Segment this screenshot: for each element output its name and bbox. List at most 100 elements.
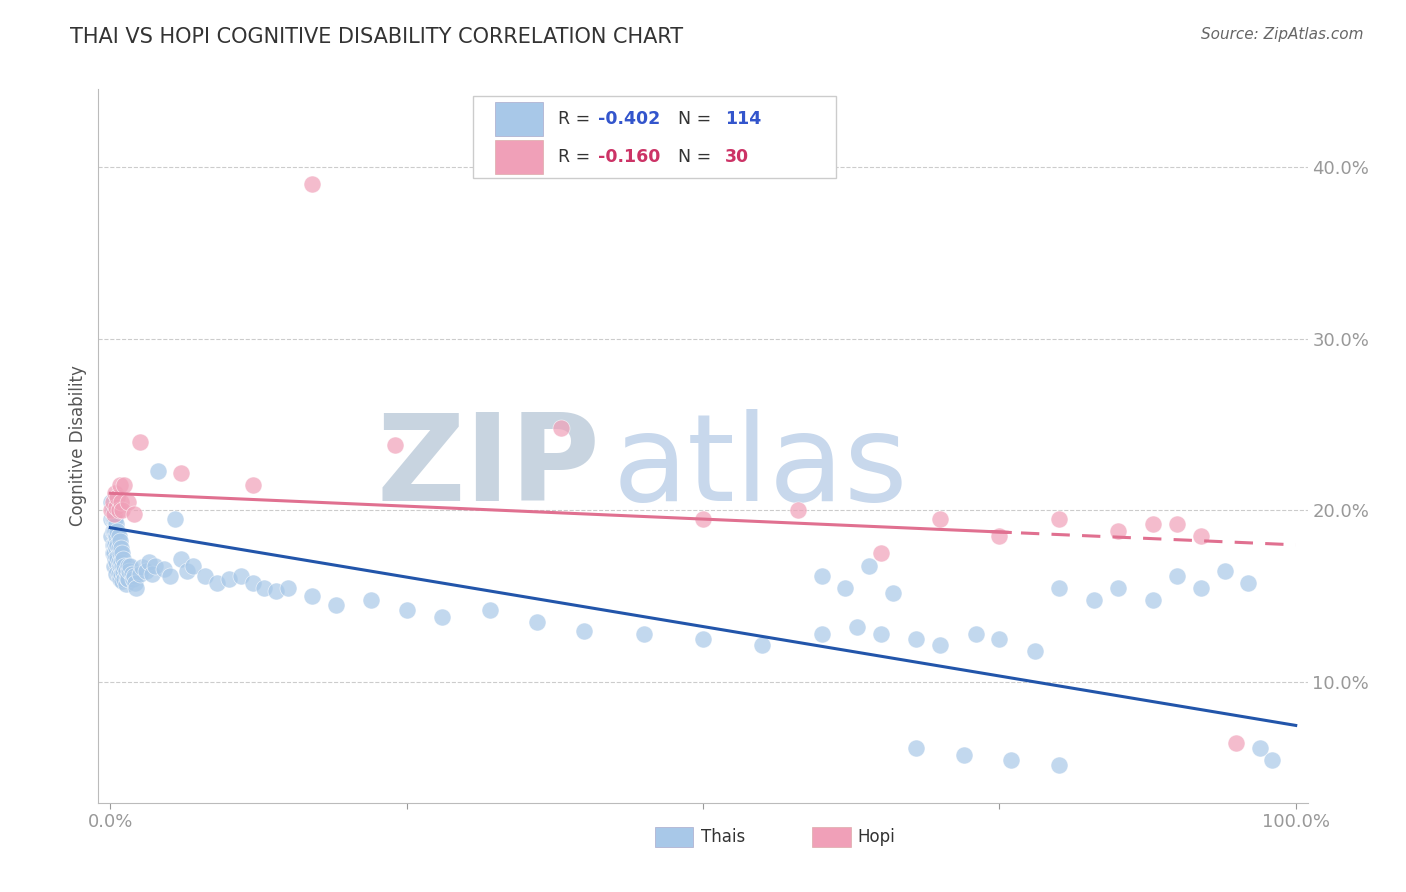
- Thais: [846, 620, 869, 634]
- Thais: [325, 598, 347, 612]
- Thais: [194, 569, 217, 583]
- Thais: [105, 549, 128, 564]
- Thais: [107, 541, 129, 556]
- Thais: [574, 624, 596, 638]
- Thais: [858, 558, 880, 573]
- Thais: [929, 638, 952, 652]
- Thais: [152, 562, 174, 576]
- Hopi: [111, 503, 134, 517]
- Thais: [111, 546, 134, 560]
- Thais: [103, 503, 125, 517]
- Thais: [1249, 740, 1271, 755]
- Thais: [110, 555, 132, 569]
- Thais: [965, 627, 987, 641]
- Thais: [107, 555, 129, 569]
- Thais: [1166, 569, 1188, 583]
- Thais: [205, 575, 228, 590]
- Hopi: [107, 503, 129, 517]
- Text: Thais: Thais: [700, 828, 745, 846]
- Thais: [478, 603, 501, 617]
- Hopi: [104, 486, 127, 500]
- Thais: [834, 581, 856, 595]
- Thais: [360, 593, 382, 607]
- Thais: [112, 551, 135, 566]
- Hopi: [122, 507, 145, 521]
- Text: Hopi: Hopi: [858, 828, 896, 846]
- Thais: [105, 567, 128, 582]
- Thais: [117, 558, 139, 573]
- Thais: [108, 558, 131, 573]
- Thais: [1107, 581, 1129, 595]
- Thais: [810, 569, 832, 583]
- Thais: [1261, 753, 1284, 767]
- Thais: [105, 538, 128, 552]
- Thais: [114, 558, 136, 573]
- Text: THAI VS HOPI COGNITIVE DISABILITY CORRELATION CHART: THAI VS HOPI COGNITIVE DISABILITY CORREL…: [70, 27, 683, 46]
- Text: Source: ZipAtlas.com: Source: ZipAtlas.com: [1201, 27, 1364, 42]
- Thais: [277, 581, 299, 595]
- Hopi: [550, 421, 572, 435]
- Hopi: [100, 503, 122, 517]
- Thais: [101, 546, 124, 560]
- Text: N =: N =: [666, 111, 717, 128]
- Thais: [104, 538, 127, 552]
- Hopi: [1142, 517, 1164, 532]
- Thais: [1083, 593, 1105, 607]
- Thais: [103, 524, 125, 538]
- Hopi: [929, 512, 952, 526]
- Thais: [110, 541, 132, 556]
- Hopi: [1166, 517, 1188, 532]
- Text: R =: R =: [558, 111, 596, 128]
- Thais: [103, 512, 125, 526]
- Thais: [118, 564, 141, 578]
- Thais: [988, 632, 1011, 647]
- Hopi: [110, 495, 132, 509]
- Thais: [432, 610, 454, 624]
- Thais: [810, 627, 832, 641]
- Hopi: [170, 466, 193, 480]
- Thais: [120, 558, 142, 573]
- Thais: [112, 566, 135, 580]
- Thais: [131, 560, 153, 574]
- FancyBboxPatch shape: [495, 140, 543, 174]
- Text: atlas: atlas: [613, 409, 908, 526]
- Hopi: [988, 529, 1011, 543]
- Text: 30: 30: [724, 148, 749, 166]
- Hopi: [301, 177, 323, 191]
- Thais: [143, 558, 166, 573]
- Text: ZIP: ZIP: [377, 409, 600, 526]
- Thais: [117, 572, 139, 586]
- Text: -0.402: -0.402: [598, 111, 659, 128]
- Hopi: [242, 477, 264, 491]
- Thais: [1047, 581, 1070, 595]
- Thais: [105, 541, 128, 556]
- Thais: [253, 581, 276, 595]
- Thais: [121, 572, 143, 586]
- Thais: [1213, 564, 1236, 578]
- Thais: [103, 546, 125, 560]
- Thais: [146, 464, 169, 478]
- Thais: [242, 575, 264, 590]
- Thais: [181, 558, 204, 573]
- Thais: [114, 564, 136, 578]
- Thais: [111, 560, 134, 574]
- Thais: [129, 567, 152, 582]
- Y-axis label: Cognitive Disability: Cognitive Disability: [69, 366, 87, 526]
- Thais: [526, 615, 548, 630]
- Hopi: [105, 500, 128, 514]
- Thais: [108, 572, 131, 586]
- Thais: [882, 586, 904, 600]
- Thais: [111, 574, 134, 588]
- Hopi: [692, 512, 714, 526]
- Thais: [110, 567, 132, 582]
- FancyBboxPatch shape: [495, 103, 543, 136]
- FancyBboxPatch shape: [474, 96, 837, 178]
- Thais: [101, 503, 124, 517]
- Thais: [107, 567, 129, 582]
- Thais: [114, 572, 136, 586]
- Thais: [108, 534, 131, 549]
- Thais: [107, 529, 129, 543]
- Thais: [100, 529, 122, 543]
- Thais: [1024, 644, 1046, 658]
- Thais: [104, 551, 127, 566]
